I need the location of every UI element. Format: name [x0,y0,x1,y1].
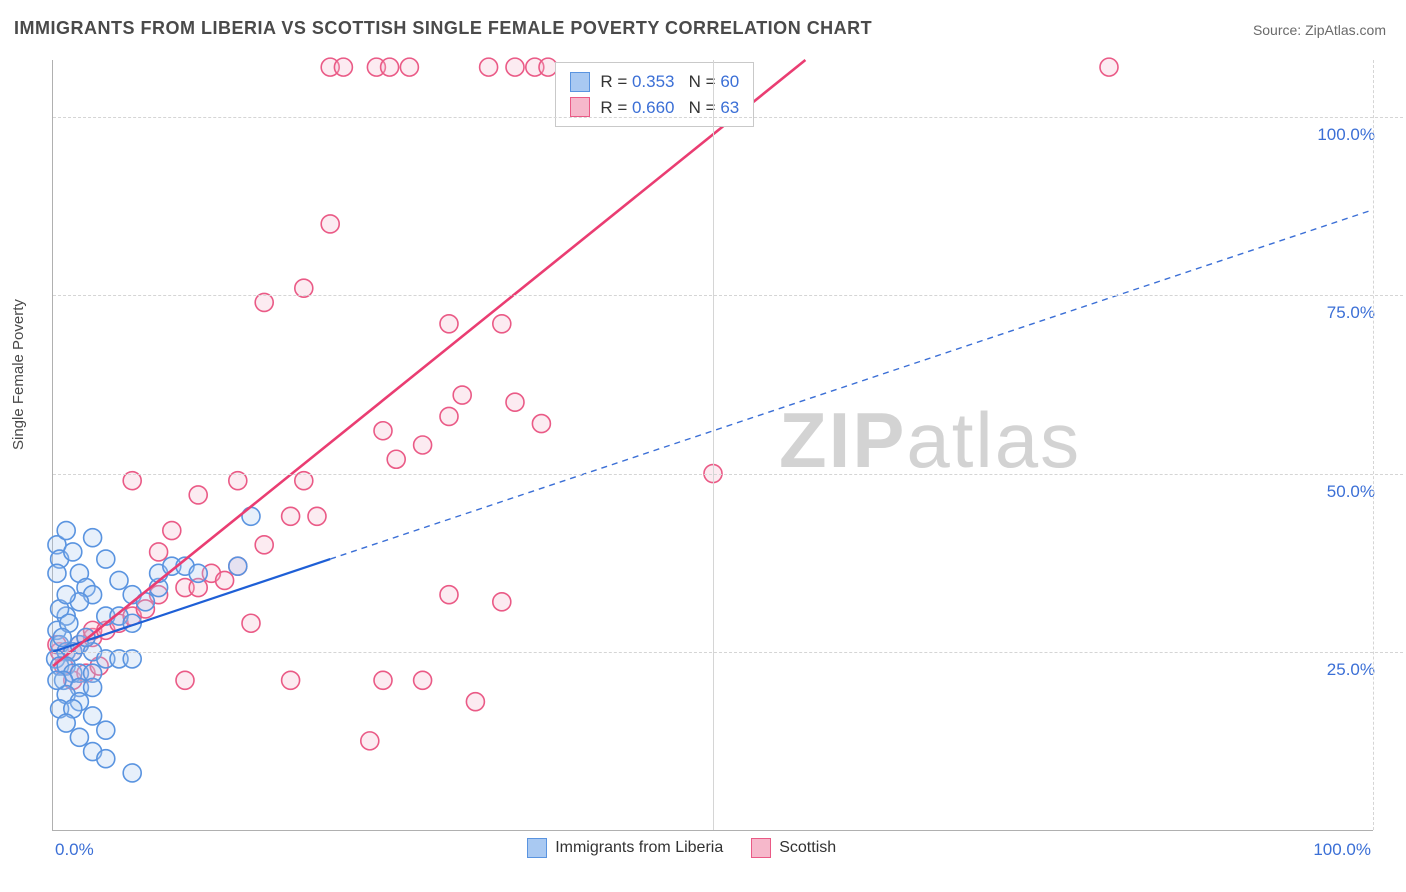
data-point [97,721,115,739]
legend-swatch [751,838,771,858]
data-point [453,386,471,404]
data-point [440,315,458,333]
data-point [97,550,115,568]
y-tick-label: 100.0% [1317,125,1375,145]
data-point [282,671,300,689]
gridline-horizontal [53,117,1403,118]
x-tick-label: 0.0% [55,840,94,860]
gridline-horizontal [53,474,1403,475]
data-point [163,522,181,540]
scatter-plot: R = 0.353 N = 60 R = 0.660 N = 63 ZIPatl… [52,60,1373,831]
x-tick-label: 100.0% [1313,840,1371,860]
gridline-horizontal [53,295,1403,296]
legend-swatch [570,97,590,117]
data-point [282,507,300,525]
chart-title: IMMIGRANTS FROM LIBERIA VS SCOTTISH SING… [14,18,872,39]
y-tick-label: 75.0% [1327,303,1375,323]
legend-swatch [570,72,590,92]
data-point [48,564,66,582]
data-point [84,678,102,696]
legend-label: Immigrants from Liberia [555,839,723,857]
data-point [387,450,405,468]
data-point [150,543,168,561]
data-point [64,543,82,561]
y-tick-label: 25.0% [1327,660,1375,680]
series-legend: Immigrants from Liberia Scottish [527,838,836,858]
data-point [255,536,273,554]
data-point [400,58,418,76]
data-point [123,764,141,782]
data-point [374,422,392,440]
data-point [480,58,498,76]
source-attribution: Source: ZipAtlas.com [1253,22,1386,38]
data-point [84,529,102,547]
data-point [381,58,399,76]
data-point [361,732,379,750]
data-point [308,507,326,525]
gridline-horizontal [53,652,1403,653]
data-point [110,571,128,589]
data-point [189,486,207,504]
data-point [242,614,260,632]
data-point [493,315,511,333]
data-point [374,671,392,689]
data-point [97,750,115,768]
data-point [506,393,524,411]
data-point [466,693,484,711]
data-point [57,714,75,732]
data-point [1100,58,1118,76]
legend-item: Immigrants from Liberia [527,838,723,858]
data-point [321,215,339,233]
data-point [440,407,458,425]
y-axis-label: Single Female Poverty [10,299,27,450]
data-point [53,629,71,647]
data-point [414,671,432,689]
data-point [48,671,66,689]
data-point [506,58,524,76]
data-point [334,58,352,76]
data-point [532,415,550,433]
y-tick-label: 50.0% [1327,482,1375,502]
gridline-vertical [1373,60,1374,830]
data-point [70,728,88,746]
data-point [57,522,75,540]
trend-line [53,60,805,666]
data-point [189,564,207,582]
legend-item: Scottish [751,838,836,858]
data-point [414,436,432,454]
data-point [176,671,194,689]
data-point [216,571,234,589]
legend-swatch [527,838,547,858]
legend-stat-text: R = 0.353 N = 60 [596,69,740,95]
data-point [229,557,247,575]
data-point [57,586,75,604]
data-point [493,593,511,611]
chart-container: Single Female Poverty R = 0.353 N = 60 R… [0,50,1406,892]
trend-line-extension [330,210,1373,559]
data-point [84,707,102,725]
data-point [440,586,458,604]
gridline-vertical [713,60,714,830]
legend-label: Scottish [779,839,836,857]
